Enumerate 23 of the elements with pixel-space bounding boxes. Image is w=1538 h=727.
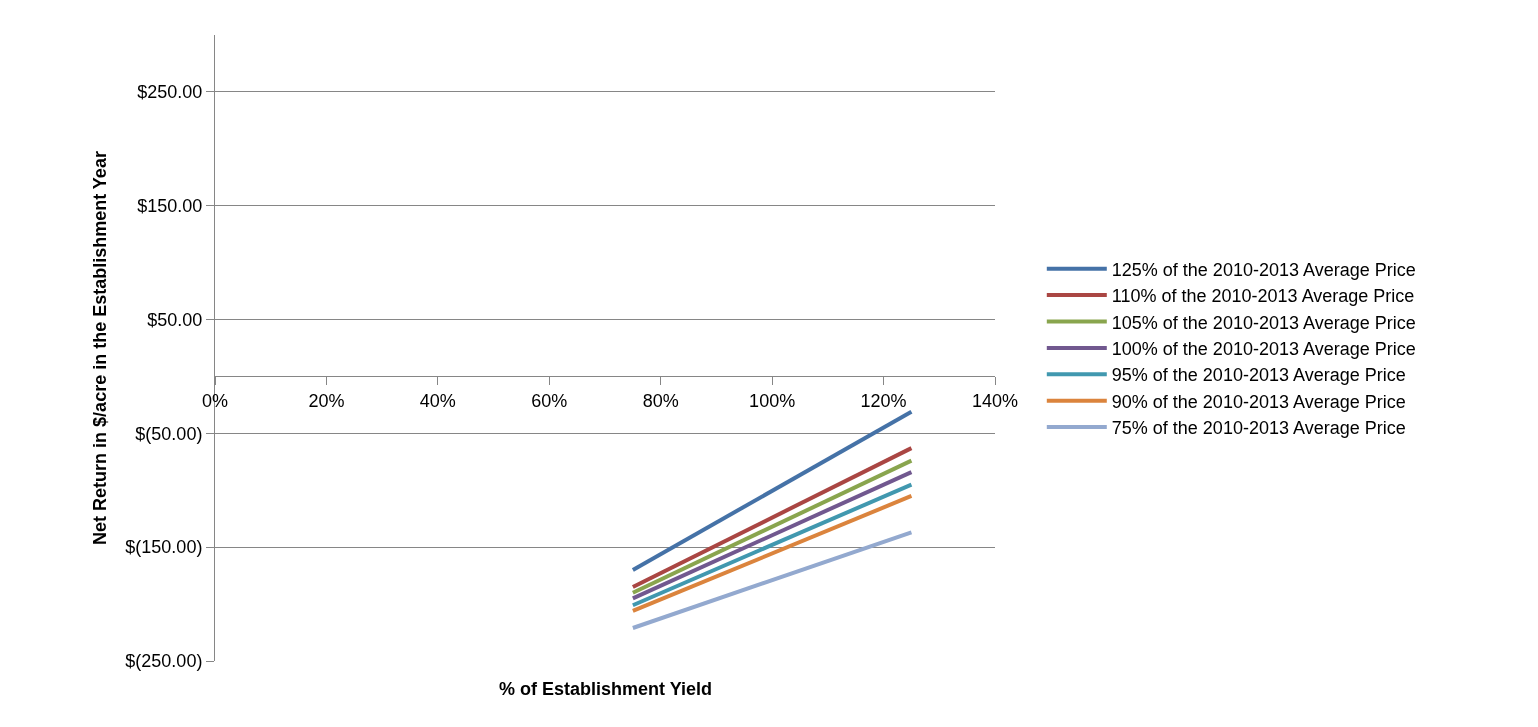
legend-label: 100% of the 2010-2013 Average Price [1111,338,1416,359]
legend-label: 95% of the 2010-2013 Average Price [1111,365,1406,386]
x-tick-label: 100% [749,391,796,412]
y-tick-label: $150.00 [137,196,203,217]
y-tick-label: $(150.00) [125,537,203,558]
legend-label: 125% of the 2010-2013 Average Price [1111,259,1416,280]
y-axis-title: Net Return in $/acre in the Establishment Year [89,151,110,545]
x-axis-title: % of Establishment Yield [499,679,713,699]
legend-label: 110% of the 2010-2013 Average Price [1111,286,1415,307]
x-tick-label: 60% [531,391,568,412]
x-tick-label: 0% [201,391,229,412]
x-tick-label: 20% [308,391,345,412]
y-tick-label: $(50.00) [135,423,203,444]
legend-label: 75% of the 2010-2013 Average Price [1111,418,1406,439]
legend-label: 90% of the 2010-2013 Average Price [1111,391,1406,412]
y-tick-label: $250.00 [137,82,203,103]
y-tick-label: $50.00 [147,309,203,330]
x-tick-label: 140% [971,391,1019,412]
y-tick-label: $(250.00) [125,651,203,672]
x-tick-label: 80% [642,391,679,412]
x-tick-label: 40% [419,391,456,412]
x-tick-label: 120% [860,391,907,412]
legend-label: 105% of the 2010-2013 Average Price [1111,312,1416,333]
